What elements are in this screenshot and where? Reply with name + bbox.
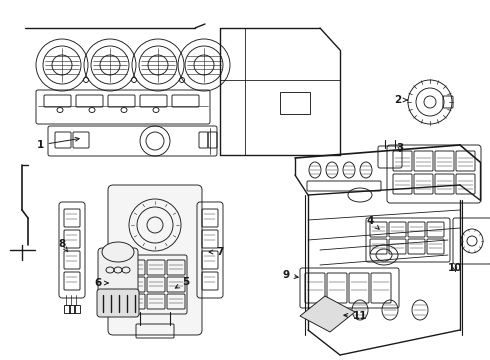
Text: 3: 3 xyxy=(396,143,404,153)
Text: 5: 5 xyxy=(175,277,190,288)
Bar xyxy=(64,305,70,313)
Text: 10: 10 xyxy=(448,263,462,273)
FancyBboxPatch shape xyxy=(98,248,138,296)
FancyBboxPatch shape xyxy=(108,185,202,335)
Bar xyxy=(280,92,310,114)
Text: 1: 1 xyxy=(36,137,79,150)
Ellipse shape xyxy=(102,242,134,262)
Text: 8: 8 xyxy=(58,239,68,252)
Bar xyxy=(69,305,75,313)
Polygon shape xyxy=(300,296,355,332)
Text: 11: 11 xyxy=(344,311,367,321)
Text: 9: 9 xyxy=(282,270,298,280)
Text: 6: 6 xyxy=(95,278,108,288)
Bar xyxy=(74,305,80,313)
Text: 2: 2 xyxy=(394,95,407,105)
Text: 4: 4 xyxy=(367,216,379,229)
Text: 7: 7 xyxy=(209,247,224,257)
FancyBboxPatch shape xyxy=(97,289,139,317)
